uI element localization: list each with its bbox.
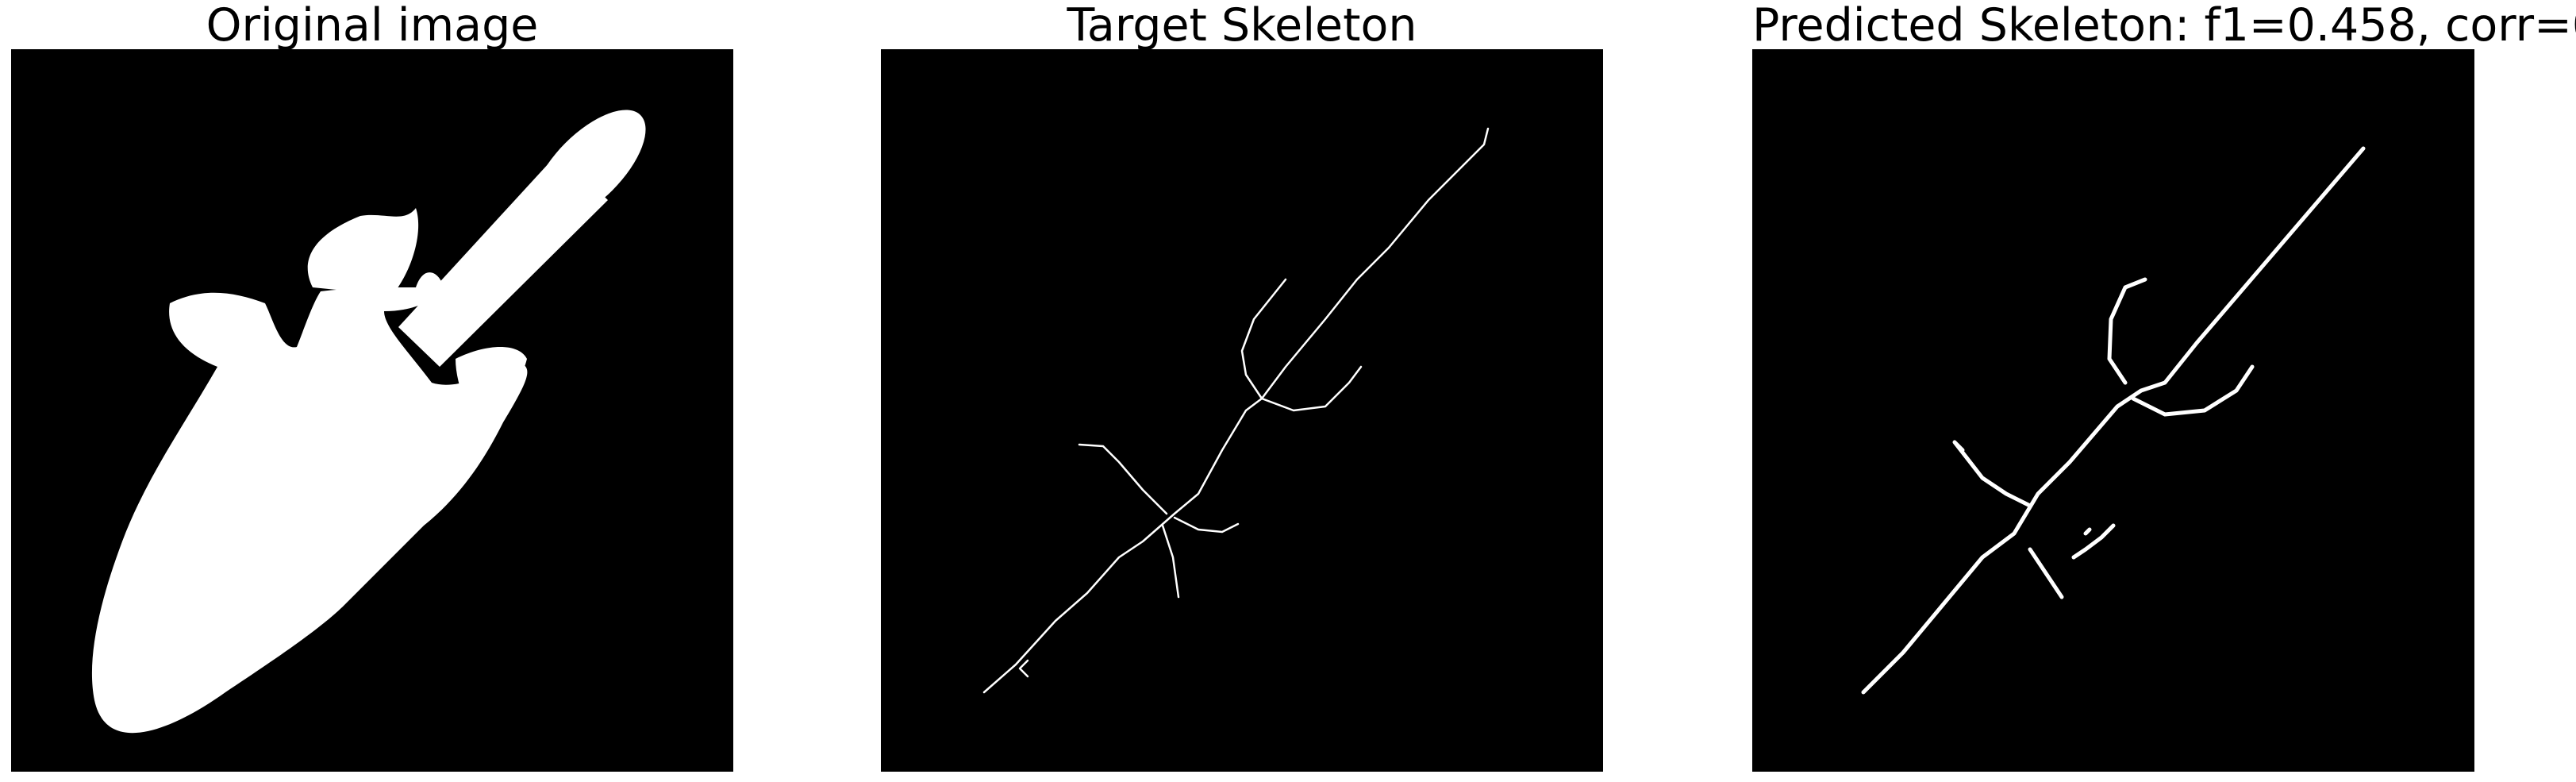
target-skeleton-image: [881, 49, 1603, 772]
panel-title-predicted: Predicted Skeleton: f1=0.458, corr=0.487: [1752, 0, 2576, 52]
panel-predicted: Predicted Skeleton: f1=0.458, corr=0.487: [1752, 0, 2576, 782]
panel-target: Target Skeleton: [881, 0, 1603, 782]
predicted-skeleton-image: [1752, 49, 2474, 772]
panel-title-original: Original image: [206, 0, 539, 52]
panel-title-target: Target Skeleton: [1067, 0, 1417, 52]
predicted-skeleton-svg: [1752, 49, 2474, 772]
panel-original: Original image: [11, 0, 733, 782]
target-skeleton-svg: [881, 49, 1603, 772]
original-mask-image: [11, 49, 733, 772]
original-mask-svg: [11, 49, 733, 772]
